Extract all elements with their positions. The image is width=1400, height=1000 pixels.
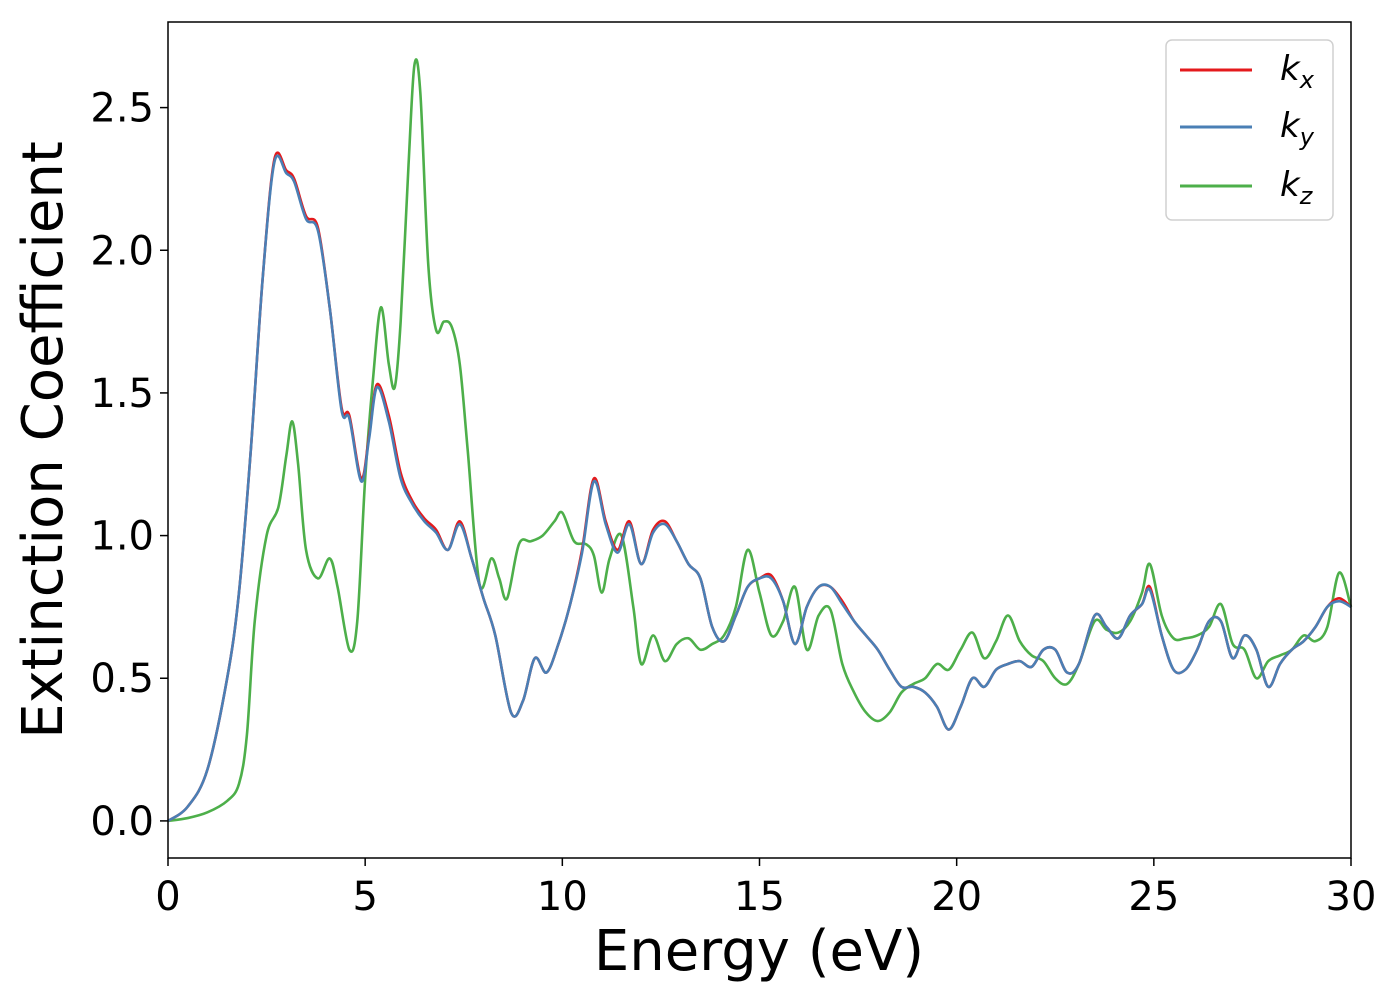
series-lines [167,58,1353,823]
legend: kx ky kz [1165,39,1334,221]
legend-label-ky: ky [1280,106,1315,151]
y-tick-label: 2.5 [90,86,154,132]
y-tick-label: 1.0 [90,514,154,560]
y-tick-label: 0.5 [90,656,154,702]
x-tick-label: 25 [1128,874,1179,920]
series-line-kz [167,58,1353,823]
y-tick-label: 0.0 [90,799,154,845]
x-tick-label: 20 [931,874,982,920]
legend-box [1165,39,1334,221]
y-tick-label: 2.0 [90,228,154,274]
x-tick-label: 30 [1326,874,1377,920]
x-tick-label: 15 [734,874,785,920]
series-line-ky [167,154,1352,823]
y-axis-ticks: 0.0 0.5 1.0 1.5 2.0 2.5 [90,86,168,845]
x-tick-label: 10 [537,874,588,920]
y-tick-label: 1.5 [90,371,154,417]
plot-frame [167,21,1352,859]
legend-label-kz: kz [1280,165,1314,210]
x-tick-label: 5 [352,874,377,920]
x-axis-ticks: 0 5 10 15 20 25 30 [155,858,1376,920]
series-line-kx [167,151,1352,823]
x-tick-label: 0 [155,874,180,920]
legend-label-kx: kx [1280,49,1315,94]
x-axis-label: Energy (eV) [594,919,924,984]
y-axis-label: Extinction Coefficient [11,141,76,739]
